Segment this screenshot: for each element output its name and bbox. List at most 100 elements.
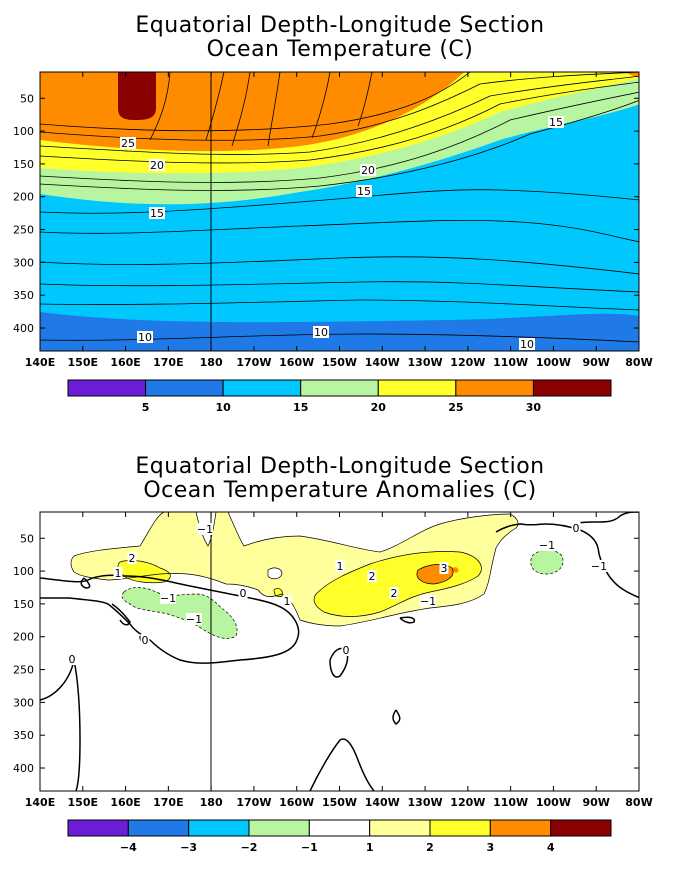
y-tick-label: 150 bbox=[13, 598, 34, 611]
contour-label-bg bbox=[313, 326, 329, 338]
x-tick-label: 170W bbox=[236, 796, 271, 809]
y-tick-label: 300 bbox=[13, 256, 34, 269]
x-tick-label: 160E bbox=[110, 796, 140, 809]
contour-label-bg bbox=[539, 539, 555, 551]
x-tick-label: 100W bbox=[536, 356, 571, 369]
contour-label: −1 bbox=[186, 613, 202, 626]
contour-label: 10 bbox=[520, 338, 534, 351]
contour-label-bg bbox=[519, 338, 535, 350]
chart2-region-neg1-west bbox=[122, 587, 238, 639]
contour-label-bg bbox=[127, 552, 137, 564]
chart2-title: Equatorial Depth-Longitude Section bbox=[135, 454, 545, 479]
x-tick-label: 150W bbox=[322, 796, 357, 809]
chart2-subtitle: Ocean Temperature Anomalies (C) bbox=[143, 478, 537, 503]
contour-label: −1 bbox=[591, 560, 607, 573]
contour-label-bg bbox=[113, 567, 123, 579]
colorbar-swatch bbox=[369, 819, 431, 837]
contour-label-bg bbox=[160, 592, 176, 604]
colorbar-label: −3 bbox=[180, 841, 197, 854]
contour-label: 20 bbox=[150, 159, 164, 172]
contour-label-bg bbox=[591, 560, 607, 572]
contour-label: 2 bbox=[369, 570, 376, 583]
contour-label-bg bbox=[571, 522, 581, 534]
contour-label: −1 bbox=[539, 539, 555, 552]
colorbar-label: 3 bbox=[487, 841, 495, 854]
colorbar-label: 30 bbox=[526, 401, 542, 414]
colorbar-swatch bbox=[532, 379, 612, 397]
contour-label-bg bbox=[67, 653, 77, 665]
contour-label-bg bbox=[282, 595, 292, 607]
x-tick-label: 90W bbox=[582, 356, 609, 369]
colorbar-swatch bbox=[127, 819, 190, 837]
contour-label-bg bbox=[420, 595, 436, 607]
contour-label-bg bbox=[341, 644, 351, 656]
contour-label: 0 bbox=[142, 634, 149, 647]
colorbar-swatch bbox=[188, 819, 250, 837]
contour-label-bg bbox=[137, 331, 153, 343]
y-tick-label: 150 bbox=[13, 158, 34, 171]
chart1-plot: 25 20 20 15 15 15 10 10 10 50 100 150 200 250 300 350 4… bbox=[13, 71, 653, 369]
y-tick-label: 250 bbox=[13, 664, 34, 677]
x-tick-label: 160E bbox=[110, 356, 140, 369]
y-tick-label: 350 bbox=[13, 729, 34, 742]
x-tick-label: 180 bbox=[200, 356, 223, 369]
x-tick-label: 130W bbox=[408, 796, 443, 809]
contour-label: 0 bbox=[343, 644, 350, 657]
x-tick-label: 160W bbox=[279, 796, 314, 809]
chart1-subtitle: Ocean Temperature (C) bbox=[206, 37, 474, 62]
contour-label-bg bbox=[197, 523, 213, 535]
colorbar-swatch bbox=[550, 819, 612, 837]
contour-label: 1 bbox=[337, 560, 344, 573]
contour-label: −1 bbox=[420, 595, 436, 608]
colorbar-label: 10 bbox=[215, 401, 231, 414]
colorbar-label: 4 bbox=[547, 841, 555, 854]
contour-label-bg bbox=[238, 587, 248, 599]
colorbar-swatch bbox=[67, 379, 147, 397]
y-tick-label: 350 bbox=[13, 289, 34, 302]
chart1-colorbar: 5 10 15 20 25 30 bbox=[67, 379, 612, 414]
chart1-band-30-35 bbox=[118, 72, 156, 120]
y-tick-label: 100 bbox=[13, 125, 34, 138]
x-tick-label: 100W bbox=[536, 796, 571, 809]
contour-label-bg bbox=[149, 159, 165, 171]
x-tick-label: 120W bbox=[450, 796, 485, 809]
contour-label-bg bbox=[335, 560, 345, 572]
chart2-colorbar: −4 −3 −2 −1 1 2 3 4 bbox=[67, 819, 612, 854]
x-tick-label: 180 bbox=[200, 796, 223, 809]
contour-label-bg bbox=[548, 116, 564, 128]
y-tick-label: 300 bbox=[13, 696, 34, 709]
y-tick-label: 50 bbox=[20, 92, 34, 105]
colorbar-label: 2 bbox=[426, 841, 434, 854]
colorbar-label: 20 bbox=[371, 401, 387, 414]
y-tick-label: 400 bbox=[13, 322, 34, 335]
contour-label: 1 bbox=[115, 567, 122, 580]
contour-label-bg bbox=[140, 634, 150, 646]
y-tick-label: 250 bbox=[13, 224, 34, 237]
x-tick-label: 150E bbox=[68, 356, 98, 369]
x-tick-label: 140W bbox=[365, 796, 400, 809]
colorbar-swatch bbox=[300, 379, 379, 397]
colorbar-swatch bbox=[429, 819, 491, 837]
contour-label: 15 bbox=[357, 185, 371, 198]
colorbar-swatch bbox=[308, 819, 371, 837]
colorbar-label: −1 bbox=[301, 841, 318, 854]
x-tick-label: 110W bbox=[493, 356, 528, 369]
colorbar-swatch bbox=[455, 379, 534, 397]
x-tick-label: 140E bbox=[25, 796, 55, 809]
x-tick-label: 140W bbox=[365, 356, 400, 369]
x-tick-label: 120W bbox=[450, 356, 485, 369]
chart2-region-pos2-west bbox=[117, 560, 171, 583]
chart2-hole bbox=[268, 567, 282, 579]
contour-label: 10 bbox=[138, 331, 152, 344]
chart1-isotherms bbox=[40, 72, 639, 343]
contour-label: 15 bbox=[150, 207, 164, 220]
contour-label: 3 bbox=[441, 562, 448, 575]
chart2-x-axis: 140E 150E 160E 170E 180 170W 160W 150W 140W 130W 1… bbox=[25, 512, 653, 809]
contour-label-bg bbox=[120, 137, 136, 149]
chart2-region-neg1-east bbox=[530, 550, 564, 574]
colorbar-label: 5 bbox=[142, 401, 150, 414]
y-tick-label: 400 bbox=[13, 762, 34, 775]
